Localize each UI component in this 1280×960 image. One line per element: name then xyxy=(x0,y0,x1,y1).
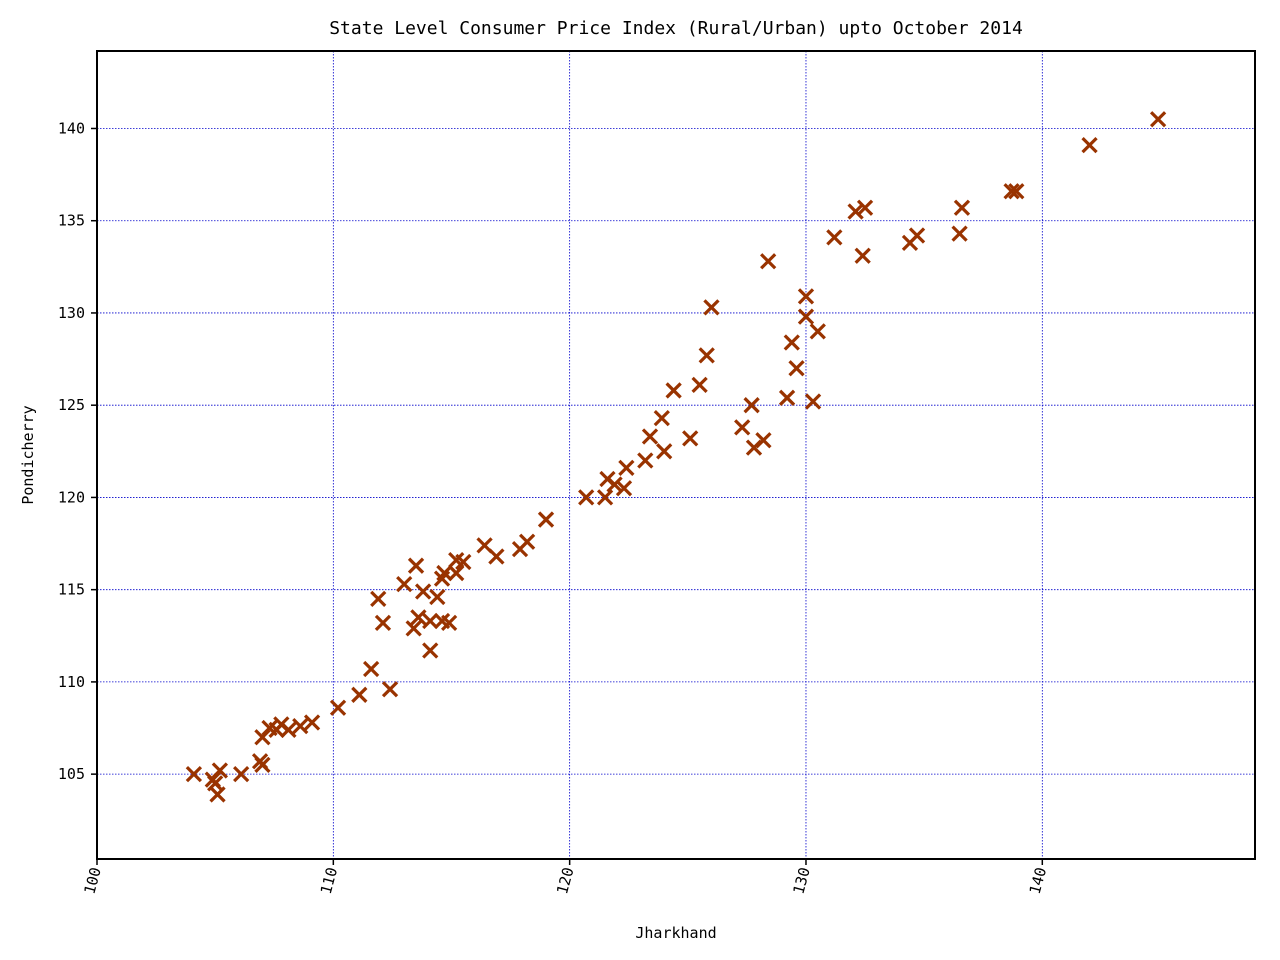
data-point xyxy=(233,766,250,783)
data-point xyxy=(537,511,555,528)
x-tick-label: 110 xyxy=(317,865,341,896)
data-point xyxy=(908,227,926,244)
y-tick-label: 120 xyxy=(58,488,85,506)
data-point xyxy=(1149,111,1167,128)
data-point xyxy=(429,588,446,606)
chart-title: State Level Consumer Price Index (Rural/… xyxy=(329,18,1023,39)
data-point xyxy=(422,642,439,659)
x-axis-label: Jharkhand xyxy=(635,924,716,942)
data-point xyxy=(518,533,536,550)
data-point xyxy=(488,548,505,565)
data-point xyxy=(606,476,623,493)
data-point xyxy=(618,459,635,477)
data-point xyxy=(637,452,654,469)
data-point xyxy=(691,376,708,394)
data-point xyxy=(363,660,380,678)
data-points xyxy=(185,111,1167,803)
plot-frame xyxy=(96,50,1256,860)
data-point xyxy=(381,681,399,698)
data-point xyxy=(414,583,432,600)
data-point xyxy=(440,614,458,632)
data-point xyxy=(374,614,392,632)
data-point xyxy=(209,786,226,803)
data-point xyxy=(788,360,805,377)
data-point xyxy=(665,382,682,399)
x-tick-label: 140 xyxy=(1026,865,1050,896)
x-tick-label: 100 xyxy=(80,865,104,896)
data-point xyxy=(682,430,699,447)
data-point xyxy=(436,564,453,582)
data-point xyxy=(410,609,427,626)
data-point xyxy=(211,762,229,779)
data-point xyxy=(653,409,670,427)
data-point xyxy=(1008,183,1025,200)
data-point xyxy=(804,393,822,410)
grid-lines xyxy=(96,51,1255,859)
data-point xyxy=(760,253,777,270)
data-point xyxy=(953,199,971,216)
data-point xyxy=(1003,183,1020,200)
data-point xyxy=(783,334,800,351)
x-tick-label: 130 xyxy=(789,865,813,896)
data-point xyxy=(698,347,715,364)
data-point xyxy=(656,443,673,460)
data-point xyxy=(856,199,874,216)
y-tick-label: 125 xyxy=(58,396,85,414)
y-tick-label: 105 xyxy=(58,765,85,783)
y-tick-label: 130 xyxy=(58,304,85,322)
data-point xyxy=(734,419,751,436)
axis-ticks: 100 110 120 130 140 105 110 115 120 125 130 135 140 xyxy=(58,119,1050,896)
y-tick-label: 135 xyxy=(58,212,85,230)
y-tick-label: 115 xyxy=(58,581,85,599)
data-point xyxy=(615,480,633,497)
data-point xyxy=(596,489,614,506)
data-point xyxy=(455,553,472,571)
data-point xyxy=(797,288,815,305)
data-point xyxy=(280,721,297,738)
data-point xyxy=(185,766,203,783)
y-axis-label: Pondicherry xyxy=(19,405,37,504)
data-point xyxy=(407,557,425,574)
data-point xyxy=(778,389,796,406)
data-point xyxy=(1081,136,1098,154)
data-point xyxy=(254,756,271,774)
data-point xyxy=(826,229,843,246)
y-tick-label: 140 xyxy=(58,119,85,137)
data-point xyxy=(847,203,864,220)
data-point xyxy=(743,397,760,414)
data-point xyxy=(797,308,815,325)
data-point xyxy=(578,489,595,506)
data-point xyxy=(405,620,422,637)
data-point xyxy=(951,225,968,242)
data-point xyxy=(303,714,321,731)
data-point xyxy=(351,686,368,703)
data-point xyxy=(422,612,439,630)
data-point xyxy=(641,428,659,445)
data-point xyxy=(370,590,387,608)
data-point xyxy=(396,576,413,593)
x-tick-label: 120 xyxy=(553,865,577,896)
data-point xyxy=(703,299,720,316)
data-point xyxy=(292,718,309,735)
data-point xyxy=(854,247,871,264)
y-tick-label: 110 xyxy=(58,673,85,691)
data-point xyxy=(809,323,826,340)
data-point xyxy=(448,564,465,582)
data-point xyxy=(329,699,347,716)
data-point xyxy=(755,432,772,449)
